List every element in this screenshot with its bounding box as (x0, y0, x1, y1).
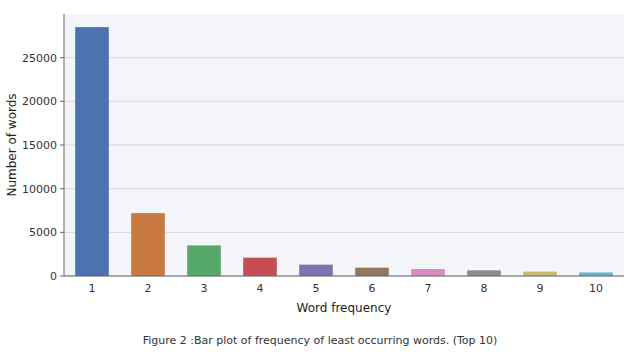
bar (411, 269, 445, 276)
bar (355, 268, 389, 276)
grid-line (64, 101, 624, 102)
bar (75, 27, 109, 276)
x-tick-label: 2 (145, 282, 152, 295)
x-tick-label: 1 (89, 282, 96, 295)
grid-line (64, 145, 624, 146)
y-tick (60, 232, 64, 233)
x-tick-label: 10 (589, 282, 603, 295)
chart-svg: 0 5000 10000 15000 20000 25000 1 2 3 4 5 6 7 8 9 10 Word… (0, 0, 640, 356)
y-grid (64, 58, 624, 276)
x-ticks: 1 2 3 4 5 6 7 8 9 10 (89, 282, 604, 295)
bar (187, 245, 221, 276)
bars (75, 27, 613, 276)
x-axis-label: Word frequency (297, 301, 392, 315)
caption: Figure 2 :Bar plot of frequency of least… (143, 334, 498, 347)
chart-container: 0 5000 10000 15000 20000 25000 1 2 3 4 5 6 7 8 9 10 Word… (0, 0, 640, 356)
y-tick-label: 0 (50, 270, 57, 283)
y-ticks: 0 5000 10000 15000 20000 25000 (22, 52, 64, 283)
x-tick-label: 5 (313, 282, 320, 295)
y-tick-label: 20000 (22, 95, 57, 108)
bar (243, 258, 277, 276)
x-tick-label: 6 (369, 282, 376, 295)
x-tick-label: 4 (257, 282, 264, 295)
y-tick (60, 188, 64, 189)
y-tick (60, 101, 64, 102)
plot-background (64, 14, 624, 276)
y-tick (60, 145, 64, 146)
y-tick-label: 5000 (29, 226, 57, 239)
y-tick (60, 276, 64, 277)
bar (131, 213, 165, 276)
y-tick-label: 15000 (22, 139, 57, 152)
x-tick-label: 8 (481, 282, 488, 295)
y-axis-line (64, 14, 65, 276)
y-tick-label: 25000 (22, 52, 57, 65)
x-tick-label: 3 (201, 282, 208, 295)
grid-line (64, 57, 624, 58)
bar (523, 272, 557, 276)
grid-line (64, 188, 624, 189)
x-axis-line (64, 276, 624, 277)
y-tick-label: 10000 (22, 183, 57, 196)
x-tick-label: 7 (425, 282, 432, 295)
grid-line (64, 276, 624, 277)
bar (579, 273, 613, 276)
y-axis-label: Number of words (5, 93, 19, 196)
bar (299, 265, 333, 276)
y-tick (60, 57, 64, 58)
bar (467, 270, 501, 276)
x-tick-label: 9 (537, 282, 544, 295)
